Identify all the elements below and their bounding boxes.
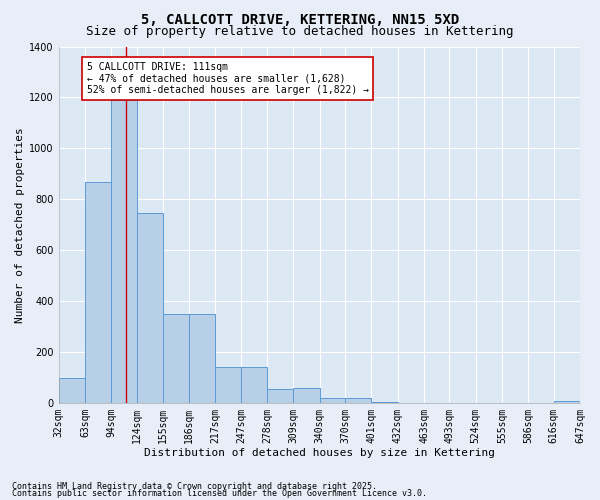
Text: Size of property relative to detached houses in Kettering: Size of property relative to detached ho… xyxy=(86,25,514,38)
Bar xyxy=(59,378,85,403)
Bar xyxy=(241,367,267,403)
Bar xyxy=(371,402,398,403)
Bar xyxy=(85,182,111,403)
Bar xyxy=(189,314,215,403)
Bar xyxy=(111,100,137,403)
Bar xyxy=(267,389,293,403)
Bar xyxy=(554,400,580,403)
Bar xyxy=(320,398,346,403)
Bar xyxy=(293,388,320,403)
Bar xyxy=(137,214,163,403)
Text: Contains HM Land Registry data © Crown copyright and database right 2025.: Contains HM Land Registry data © Crown c… xyxy=(12,482,377,491)
Text: 5 CALLCOTT DRIVE: 111sqm
← 47% of detached houses are smaller (1,628)
52% of sem: 5 CALLCOTT DRIVE: 111sqm ← 47% of detach… xyxy=(86,62,368,95)
X-axis label: Distribution of detached houses by size in Kettering: Distribution of detached houses by size … xyxy=(144,448,495,458)
Text: 5, CALLCOTT DRIVE, KETTERING, NN15 5XD: 5, CALLCOTT DRIVE, KETTERING, NN15 5XD xyxy=(141,12,459,26)
Y-axis label: Number of detached properties: Number of detached properties xyxy=(15,127,25,322)
Bar xyxy=(163,314,189,403)
Bar xyxy=(215,367,242,403)
Text: Contains public sector information licensed under the Open Government Licence v3: Contains public sector information licen… xyxy=(12,490,427,498)
Bar xyxy=(345,398,371,403)
